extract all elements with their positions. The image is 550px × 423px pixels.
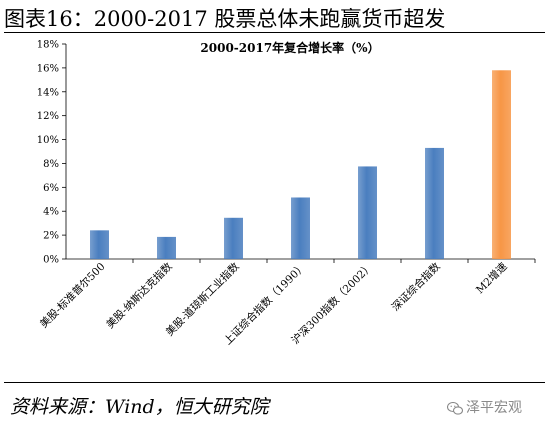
chart-axes: 0% 2% 4% 6% 8% 10% 12% 14% 16% 18% — [37, 40, 536, 266]
x-category-label: 深证综合指数 — [389, 260, 443, 314]
y-tick-label: 6% — [43, 183, 59, 194]
source-note: 资料来源：Wind，恒大研究院 — [10, 396, 269, 418]
bar-6 — [492, 70, 511, 260]
bar-chart: 2000-2017年复合增长率（%） 0% 2% 4% 6% 8% 10% 12% 14% 16… — [37, 40, 536, 348]
y-tick-label: 0% — [43, 255, 59, 266]
y-tick-label: 12% — [37, 111, 59, 122]
y-tick-label: 2% — [43, 231, 59, 242]
x-axis-labels: 美股-标准普尔500美股-纳斯达克指数美股-道琼斯工业指数上证综合指数（1990… — [37, 260, 510, 348]
y-tick-label: 8% — [43, 159, 59, 170]
bottom-rule — [4, 382, 545, 383]
chart-bars — [90, 70, 511, 260]
y-tick-label: 16% — [37, 63, 59, 74]
y-tick-label: 10% — [37, 135, 59, 146]
wechat-icon — [447, 401, 463, 415]
y-tick-label: 14% — [37, 87, 59, 98]
bar-0 — [90, 230, 109, 259]
x-category-label: 美股-纳斯达克指数 — [104, 260, 175, 331]
bar-1 — [157, 236, 176, 259]
watermark: 泽平宏观 — [447, 397, 522, 417]
x-category-label: M2增速 — [473, 260, 510, 297]
bar-4 — [358, 166, 377, 259]
watermark-text: 泽平宏观 — [466, 400, 522, 416]
bar-3 — [291, 197, 310, 259]
x-category-label: 美股-标准普尔500 — [37, 260, 107, 330]
x-category-label: 美股-道琼斯工业指数 — [163, 260, 242, 339]
top-rule — [4, 32, 545, 33]
bar-2 — [224, 217, 243, 259]
bar-5 — [425, 147, 444, 259]
y-tick-label: 18% — [37, 40, 59, 51]
chart-title: 2000-2017年复合增长率（%） — [200, 40, 379, 55]
y-tick-label: 4% — [43, 207, 59, 218]
figure-title: 图表16：2000-2017 股票总体未跑赢货币超发 — [4, 7, 446, 31]
